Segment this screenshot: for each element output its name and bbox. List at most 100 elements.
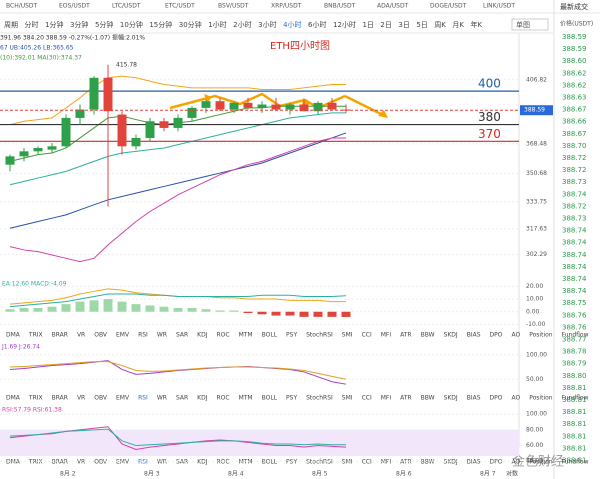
period[interactable]: 3日 bbox=[398, 21, 409, 29]
indicator-tab[interactable]: DMA bbox=[6, 459, 21, 466]
indicator-tab[interactable]: ROC bbox=[216, 459, 229, 466]
indicator-tab[interactable]: PSY bbox=[286, 395, 297, 402]
indicator-tab[interactable]: Position bbox=[529, 395, 553, 402]
period[interactable]: 2日 bbox=[380, 21, 391, 29]
indicator-tab[interactable]: TRIX bbox=[28, 395, 43, 402]
period[interactable]: 2小时 bbox=[233, 20, 251, 29]
indicator-tab[interactable]: VR bbox=[77, 395, 85, 402]
indicator-tab[interactable]: BBW bbox=[421, 459, 435, 466]
indicator-tab[interactable]: WR bbox=[157, 395, 167, 402]
period[interactable]: 1小时 bbox=[208, 20, 226, 29]
indicator-tab[interactable]: BOLL bbox=[262, 332, 278, 339]
indicator-tab[interactable]: KDJ bbox=[197, 459, 208, 466]
period[interactable]: 月K bbox=[452, 21, 464, 29]
indicator-tab[interactable]: ATR bbox=[400, 332, 411, 339]
ticker[interactable]: ADA/USDT bbox=[377, 3, 409, 10]
indicator-tab[interactable]: TRIX bbox=[28, 459, 43, 466]
period[interactable]: 年K bbox=[471, 20, 483, 29]
indicator-tab[interactable]: SKDJ bbox=[444, 395, 458, 402]
period[interactable]: 1分钟 bbox=[45, 20, 63, 29]
indicator-tab[interactable]: ATR bbox=[400, 395, 411, 402]
period[interactable]: 4小时 bbox=[283, 20, 301, 29]
period[interactable]: 3分钟 bbox=[70, 20, 88, 29]
indicator-tab[interactable]: WR bbox=[157, 332, 167, 339]
period[interactable]: 分时 bbox=[25, 20, 39, 29]
indicator-tab[interactable]: ROC bbox=[216, 332, 229, 339]
indicator-tab[interactable]: BRAR bbox=[52, 395, 68, 402]
indicator-tab[interactable]: StochRSI bbox=[306, 332, 333, 339]
indicator-tab[interactable]: Fundflow bbox=[562, 395, 589, 402]
period[interactable]: 30分钟 bbox=[179, 20, 202, 29]
indicator-tab[interactable]: MTM bbox=[239, 459, 253, 466]
indicator-tab[interactable]: AO bbox=[511, 332, 520, 339]
period[interactable]: 3小时 bbox=[258, 20, 276, 29]
indicator-tab[interactable]: MFI bbox=[381, 395, 392, 402]
indicator-tab[interactable]: DMA bbox=[6, 332, 21, 339]
indicator-tab[interactable]: SKDJ bbox=[444, 459, 458, 466]
indicator-tab[interactable]: MFI bbox=[381, 459, 392, 466]
indicator-tab[interactable]: MTM bbox=[239, 332, 253, 339]
indicator-tab[interactable]: DPO bbox=[490, 332, 503, 339]
indicator-tab[interactable]: AO bbox=[511, 459, 520, 466]
indicator-tab[interactable]: EMV bbox=[116, 395, 130, 402]
indicator-tab[interactable]: RSI bbox=[138, 332, 148, 339]
log-button[interactable]: 对数 bbox=[506, 470, 518, 478]
indicator-tab[interactable]: OBV bbox=[94, 395, 108, 402]
indicator-tab[interactable]: RSI bbox=[138, 459, 148, 466]
ticker[interactable]: EOS/USDT bbox=[59, 3, 90, 10]
indicator-tab[interactable]: KDJ bbox=[197, 332, 208, 339]
indicator-tab[interactable]: CCI bbox=[362, 395, 372, 402]
indicator-tab[interactable]: SMI bbox=[342, 395, 353, 402]
indicator-tab[interactable]: PSY bbox=[286, 459, 297, 466]
indicator-tab[interactable]: OBV bbox=[94, 332, 108, 339]
indicator-tab[interactable]: BIAS bbox=[467, 459, 481, 466]
ticker[interactable]: LINK/USDT bbox=[483, 3, 515, 10]
layout-button-label[interactable]: 单图 bbox=[516, 20, 530, 29]
period[interactable]: 15分钟 bbox=[149, 20, 172, 29]
indicator-tab[interactable]: BBW bbox=[421, 332, 435, 339]
period[interactable]: 10分钟 bbox=[120, 20, 143, 29]
ticker[interactable]: ETC/USDT bbox=[165, 3, 195, 10]
indicator-tab[interactable]: SAR bbox=[176, 395, 188, 402]
indicator-tab[interactable]: SMI bbox=[342, 459, 353, 466]
indicator-tab[interactable]: BOLL bbox=[262, 395, 278, 402]
indicator-tab[interactable]: TRIX bbox=[28, 332, 43, 339]
indicator-tab[interactable]: BIAS bbox=[467, 395, 481, 402]
indicator-tab[interactable]: PSY bbox=[286, 332, 297, 339]
indicator-tab[interactable]: DPO bbox=[490, 459, 503, 466]
indicator-tab[interactable]: MTM bbox=[239, 395, 253, 402]
indicator-tab[interactable]: BRAR bbox=[52, 459, 68, 466]
indicator-tab[interactable]: VR bbox=[77, 332, 85, 339]
indicator-tab[interactable]: Position bbox=[529, 459, 553, 466]
indicator-tab[interactable]: KDJ bbox=[197, 395, 208, 402]
indicator-tab[interactable]: RSI bbox=[138, 395, 148, 402]
period[interactable]: 周K bbox=[434, 21, 446, 29]
indicator-tab[interactable]: SKDJ bbox=[444, 332, 458, 339]
indicator-tab[interactable]: ROC bbox=[216, 395, 229, 402]
indicator-tab[interactable]: Fundflow bbox=[562, 332, 589, 339]
period[interactable]: 5日 bbox=[416, 21, 427, 29]
indicator-tab[interactable]: SMI bbox=[342, 332, 353, 339]
indicator-tab[interactable]: BBW bbox=[421, 395, 435, 402]
indicator-tab[interactable]: EMV bbox=[116, 459, 130, 466]
ticker[interactable]: XRP/USDT bbox=[271, 3, 302, 10]
indicator-tab[interactable]: DPO bbox=[490, 395, 503, 402]
indicator-tab[interactable]: DMA bbox=[6, 395, 21, 402]
indicator-tab[interactable]: StochRSI bbox=[306, 395, 333, 402]
period[interactable]: 12小时 bbox=[333, 20, 356, 29]
indicator-tab[interactable]: BRAR bbox=[52, 332, 68, 339]
ticker[interactable]: DOGE/USDT bbox=[430, 3, 467, 10]
indicator-tab[interactable]: BIAS bbox=[467, 332, 481, 339]
indicator-tab[interactable]: Fundflow bbox=[562, 459, 589, 466]
indicator-tab[interactable]: CCI bbox=[362, 459, 372, 466]
indicator-tab[interactable]: EMV bbox=[116, 332, 130, 339]
indicator-tab[interactable]: StochRSI bbox=[306, 459, 333, 466]
indicator-tab[interactable]: ATR bbox=[400, 459, 411, 466]
layout-button[interactable] bbox=[511, 18, 549, 31]
period[interactable]: 周期 bbox=[4, 21, 18, 29]
indicator-tab[interactable]: CCI bbox=[362, 332, 372, 339]
indicator-tab[interactable]: Position bbox=[529, 332, 553, 339]
indicator-tab[interactable]: VR bbox=[77, 459, 85, 466]
period[interactable]: 1日 bbox=[362, 21, 373, 29]
period[interactable]: 5分钟 bbox=[95, 20, 113, 29]
